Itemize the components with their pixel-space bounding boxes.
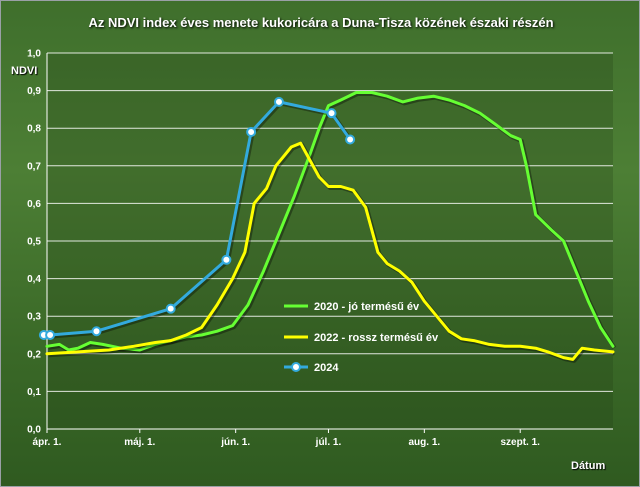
y-tick-label: 0,4 [27,274,41,285]
series-point [345,134,356,145]
y-tick-label: 0,8 [27,124,41,135]
chart-title: Az NDVI index éves menete kukoricára a D… [88,15,554,30]
series-point [246,126,257,137]
x-tick-label: aug. 1. [408,437,440,448]
series-point [273,96,284,107]
x-tick-label: szept. 1. [500,437,540,448]
x-tick-label: jún. 1. [220,437,250,448]
y-tick-label: 0,9 [27,86,41,97]
series-line [45,141,615,361]
series-point [165,303,176,314]
x-tick-label: júl. 1. [315,437,342,448]
series-point [45,330,56,340]
x-tick-label: máj. 1. [124,437,155,448]
legend-label: 2020 - jó termésű év [314,301,420,313]
y-axis-label: NDVI [11,65,38,77]
y-tick-label: 0,6 [27,199,41,210]
x-axis-label: Dátum [571,460,606,472]
legend-marker [291,362,301,372]
series-point [326,108,337,119]
y-tick-label: 0,2 [27,349,41,360]
legend-label: 2022 - rossz termésű év [314,332,439,344]
series-point [221,254,232,265]
y-tick-label: 0,0 [27,425,41,436]
y-tick-label: 0,7 [27,161,41,172]
y-tick-label: 0,5 [27,237,41,248]
y-tick-label: 0,3 [27,312,41,323]
x-tick-label: ápr. 1. [33,437,62,448]
y-tick-label: 1,0 [27,49,41,60]
series-line [45,91,615,352]
y-tick-label: 0,1 [27,387,41,398]
legend-label: 2024 [314,362,339,374]
series-point [91,326,102,337]
